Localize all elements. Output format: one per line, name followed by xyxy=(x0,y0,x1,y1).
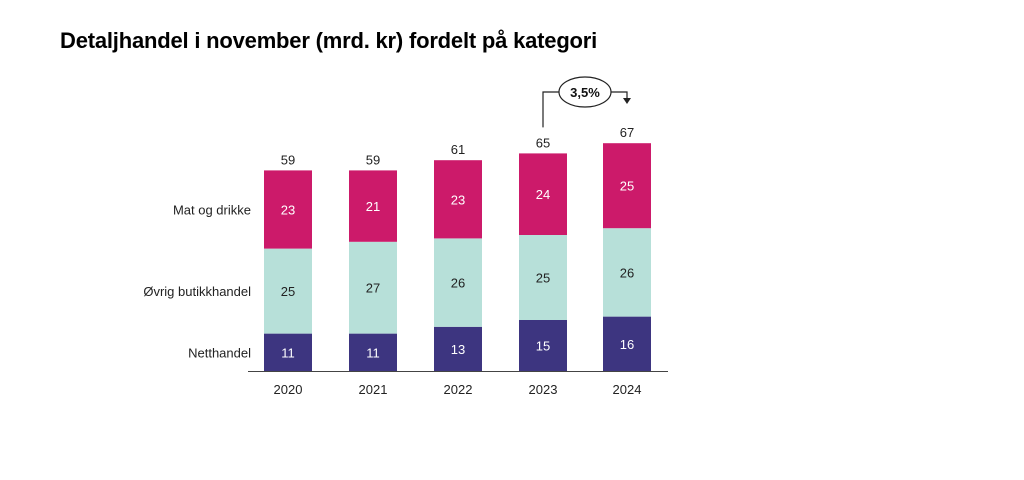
bar-segment-2020-2 xyxy=(264,170,312,249)
bar-total-label: 59 xyxy=(366,152,380,167)
bar-value-label: 23 xyxy=(451,192,465,207)
annotation-connector xyxy=(542,91,559,128)
x-tick-label: 2023 xyxy=(529,382,558,397)
series-label: Netthandel xyxy=(188,345,251,360)
bar-total-label: 61 xyxy=(451,142,465,157)
bar-segment-2020-1 xyxy=(264,248,312,334)
bar-segment-2024-1 xyxy=(603,228,651,317)
bar-segment-2024-2 xyxy=(603,143,651,229)
bar-value-label: 11 xyxy=(366,345,380,360)
bar-segment-2022-2 xyxy=(434,160,482,239)
annotation-label: 3,5% xyxy=(570,85,600,100)
x-tick-label: 2021 xyxy=(359,382,388,397)
x-tick-label: 2020 xyxy=(274,382,303,397)
bar-segment-2023-0 xyxy=(519,320,567,371)
x-tick-label: 2024 xyxy=(613,382,642,397)
bar-total-label: 65 xyxy=(536,135,550,150)
bar-value-label: 16 xyxy=(620,337,634,352)
bar-segment-2022-0 xyxy=(434,326,482,371)
bar-value-label: 21 xyxy=(366,199,380,214)
bar-segment-2021-0 xyxy=(349,333,397,371)
bar-segment-2020-0 xyxy=(264,333,312,371)
annotation-connector xyxy=(611,91,628,100)
bar-value-label: 25 xyxy=(281,284,295,299)
bar-total-label: 59 xyxy=(281,152,295,167)
x-tick-label: 2022 xyxy=(444,382,473,397)
bar-value-label: 25 xyxy=(536,271,550,286)
annotation-bubble xyxy=(558,76,612,108)
bar-value-label: 27 xyxy=(366,281,380,296)
series-label: Øvrig butikkhandel xyxy=(143,284,251,299)
bar-value-label: 15 xyxy=(536,339,550,354)
annotation-arrowhead xyxy=(623,98,631,104)
bar-segment-2023-1 xyxy=(519,235,567,320)
chart-title: Detaljhandel i november (mrd. kr) fordel… xyxy=(60,28,598,53)
bar-value-label: 23 xyxy=(281,203,295,218)
series-label: Mat og drikke xyxy=(173,203,251,218)
bar-value-label: 11 xyxy=(281,345,295,360)
bar-value-label: 26 xyxy=(620,265,634,280)
bar-value-label: 26 xyxy=(451,276,465,291)
bar-segment-2021-2 xyxy=(349,170,397,242)
bar-total-label: 67 xyxy=(620,125,634,140)
bar-value-label: 24 xyxy=(536,187,550,202)
bar-value-label: 25 xyxy=(620,179,634,194)
bar-segment-2024-0 xyxy=(603,316,651,371)
bar-value-label: 13 xyxy=(451,342,465,357)
bar-segment-2023-2 xyxy=(519,153,567,235)
bar-segment-2021-1 xyxy=(349,241,397,334)
bar-segment-2022-1 xyxy=(434,238,482,327)
